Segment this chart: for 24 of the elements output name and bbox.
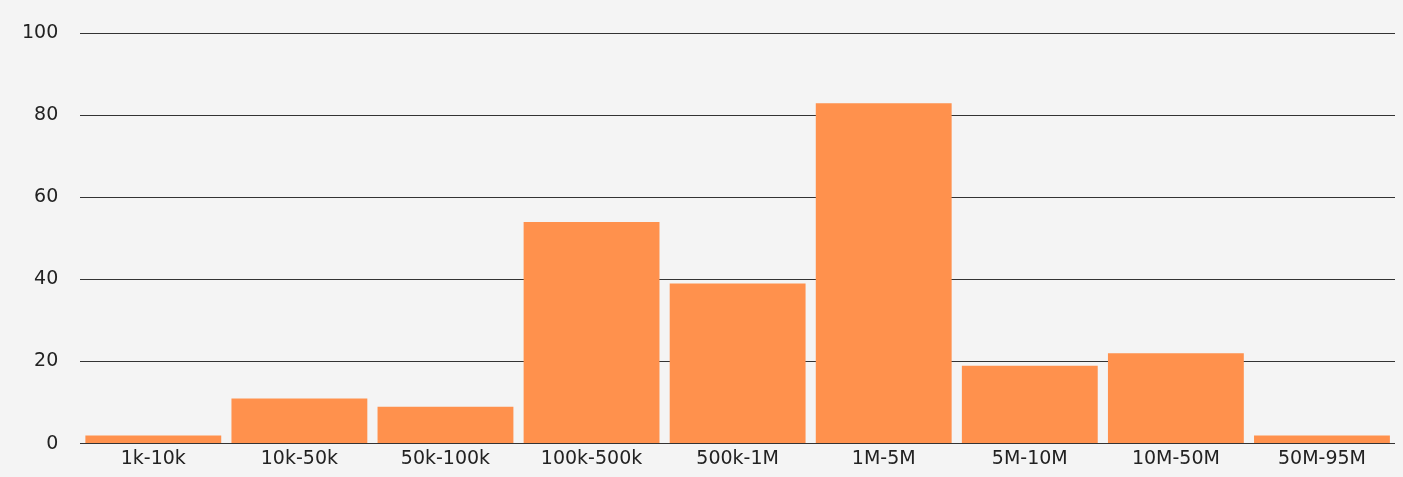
y-tick-label: 40 xyxy=(34,266,59,289)
bar xyxy=(85,435,222,444)
bar xyxy=(1107,353,1244,444)
bar xyxy=(815,103,952,444)
x-tick-label: 50M-95M xyxy=(1277,445,1366,468)
x-tick-label: 1k-10k xyxy=(120,445,186,468)
y-tick-label: 60 xyxy=(34,184,59,207)
y-tick-label: 80 xyxy=(34,102,59,125)
bar xyxy=(231,398,368,444)
x-tick-label: 100k-500k xyxy=(540,445,643,468)
bar xyxy=(961,365,1098,444)
bar xyxy=(523,222,660,444)
x-tick-label: 10M-50M xyxy=(1131,445,1220,468)
bar xyxy=(1254,435,1390,444)
x-tick-label: 5M-10M xyxy=(991,445,1068,468)
bar xyxy=(669,283,806,444)
x-tick-label: 500k-1M xyxy=(696,445,779,468)
x-tick-label: 10k-50k xyxy=(260,445,338,468)
x-tick-label: 50k-100k xyxy=(400,445,491,468)
y-tick-label: 0 xyxy=(46,430,59,453)
y-tick-label: 20 xyxy=(34,348,59,371)
y-tick-label: 100 xyxy=(22,20,59,43)
x-tick-label: 1M-5M xyxy=(851,445,916,468)
bar xyxy=(377,406,514,444)
